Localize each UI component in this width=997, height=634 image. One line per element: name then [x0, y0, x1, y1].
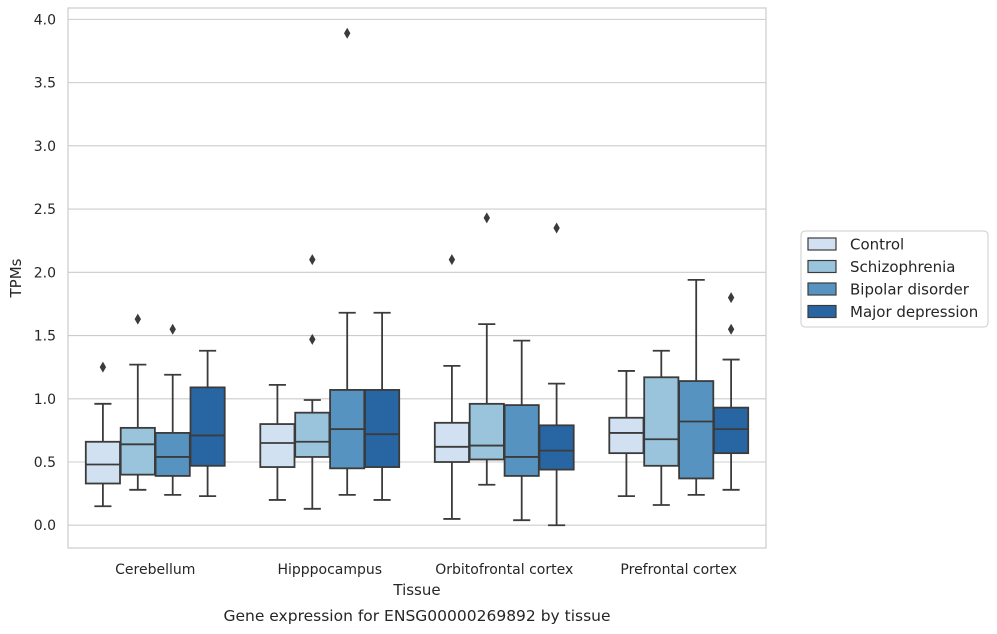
y-tick-label: 1.5	[34, 329, 56, 345]
box	[189, 386, 226, 467]
legend-label: Schizophrenia	[850, 258, 955, 276]
outlier-point	[169, 323, 176, 335]
box-group	[189, 349, 226, 498]
box-group	[608, 370, 645, 498]
box-group	[433, 254, 470, 520]
box	[259, 423, 296, 468]
box	[713, 406, 750, 455]
y-tick-label: 3.0	[34, 139, 56, 155]
x-tick-labels: Cerebellum Hipppocampus Orbitofrontal cort…	[115, 562, 737, 578]
legend-label: Control	[850, 236, 904, 254]
box	[119, 426, 156, 476]
y-tick-label: 3.5	[34, 76, 56, 92]
outlier-point	[134, 313, 141, 325]
outlier-point	[483, 212, 490, 224]
x-tick-label: Hipppocampus	[277, 562, 382, 578]
box	[608, 416, 645, 455]
legend-label: Bipolar disorder	[850, 281, 970, 299]
box	[503, 404, 540, 477]
box	[433, 421, 470, 463]
box-group	[329, 27, 366, 496]
legend-swatch	[807, 237, 837, 251]
box	[84, 440, 121, 485]
y-axis-title: TPMs	[7, 258, 25, 298]
x-tick-label: Cerebellum	[115, 562, 195, 578]
plot-frame	[67, 7, 767, 549]
y-tick-label: 0.0	[34, 518, 56, 534]
y-tick-label: 2.5	[34, 202, 56, 218]
box-group	[468, 212, 505, 486]
box-group	[713, 292, 750, 491]
outlier-point	[553, 222, 560, 234]
box	[364, 389, 401, 468]
legend-frame	[800, 230, 989, 328]
outlier-point	[448, 254, 456, 266]
y-tick-label: 4.0	[34, 12, 56, 28]
chart-caption: Gene expression for ENSG00000269892 by t…	[223, 607, 610, 625]
outlier-point	[727, 323, 735, 335]
box	[294, 411, 331, 458]
legend: Control Schizophrenia Bipolar disorder Majo…	[800, 230, 989, 328]
box	[678, 380, 715, 480]
y-tick-label: 0.5	[34, 455, 56, 471]
box-group	[678, 278, 715, 496]
legend-swatch	[807, 282, 837, 296]
x-tick-label: Prefrontal cortex	[620, 562, 737, 578]
box-group	[538, 222, 575, 527]
box-group	[259, 383, 296, 501]
outlier-point	[99, 361, 107, 373]
box	[538, 424, 575, 471]
box	[643, 376, 680, 467]
box	[468, 402, 505, 461]
y-tick-labels: 0.0 0.5 1.0 1.5 2.0 2.5 3.0 3.5 4.0	[34, 12, 56, 534]
box	[154, 432, 191, 477]
x-axis-title: Tissue	[392, 581, 440, 599]
box-group	[119, 313, 156, 491]
box-layer	[84, 27, 750, 527]
legend-label: Major depression	[850, 303, 978, 321]
box-group	[643, 349, 680, 506]
box-group	[503, 339, 540, 522]
box-group	[364, 311, 401, 501]
box-group	[154, 323, 191, 496]
box-group	[84, 361, 121, 508]
legend-swatch	[807, 304, 837, 319]
outlier-point	[344, 27, 351, 39]
box-group	[294, 254, 331, 510]
y-tick-label: 1.0	[34, 392, 56, 408]
outlier-point	[309, 254, 316, 266]
y-tick-label: 2.0	[34, 265, 56, 281]
outlier-point	[727, 292, 735, 304]
outlier-point	[309, 333, 316, 345]
x-tick-label: Orbitofrontal cortex	[435, 562, 573, 578]
legend-swatch	[807, 259, 837, 274]
